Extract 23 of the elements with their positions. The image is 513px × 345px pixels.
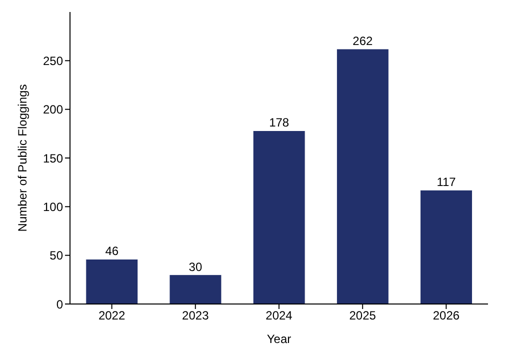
y-tick-label: 150 [42,151,64,166]
x-tick-label: 2024 [266,308,293,323]
y-axis-title: Number of Public Floggings [15,84,30,232]
bar [252,130,306,304]
x-tick-label: 2026 [432,308,460,323]
data-label: 46 [105,244,119,258]
y-tick-label: 200 [42,102,64,117]
data-label: 178 [269,116,290,130]
y-tick-label: 0 [56,297,64,312]
x-axis-title: Year [266,332,292,345]
data-label: 262 [352,34,374,48]
x-tick-label: 2023 [182,308,210,323]
bar [420,190,473,304]
x-tick-label: 2025 [349,308,376,323]
data-label: 117 [436,175,456,190]
bar [86,258,138,304]
y-tick-label: 250 [42,54,64,68]
data-label: 30 [188,260,202,274]
y-tick-label: 100 [42,200,64,214]
bar [336,48,389,304]
x-tick-label: 2022 [98,308,126,323]
bar [169,274,222,304]
y-tick-label: 50 [50,248,64,263]
